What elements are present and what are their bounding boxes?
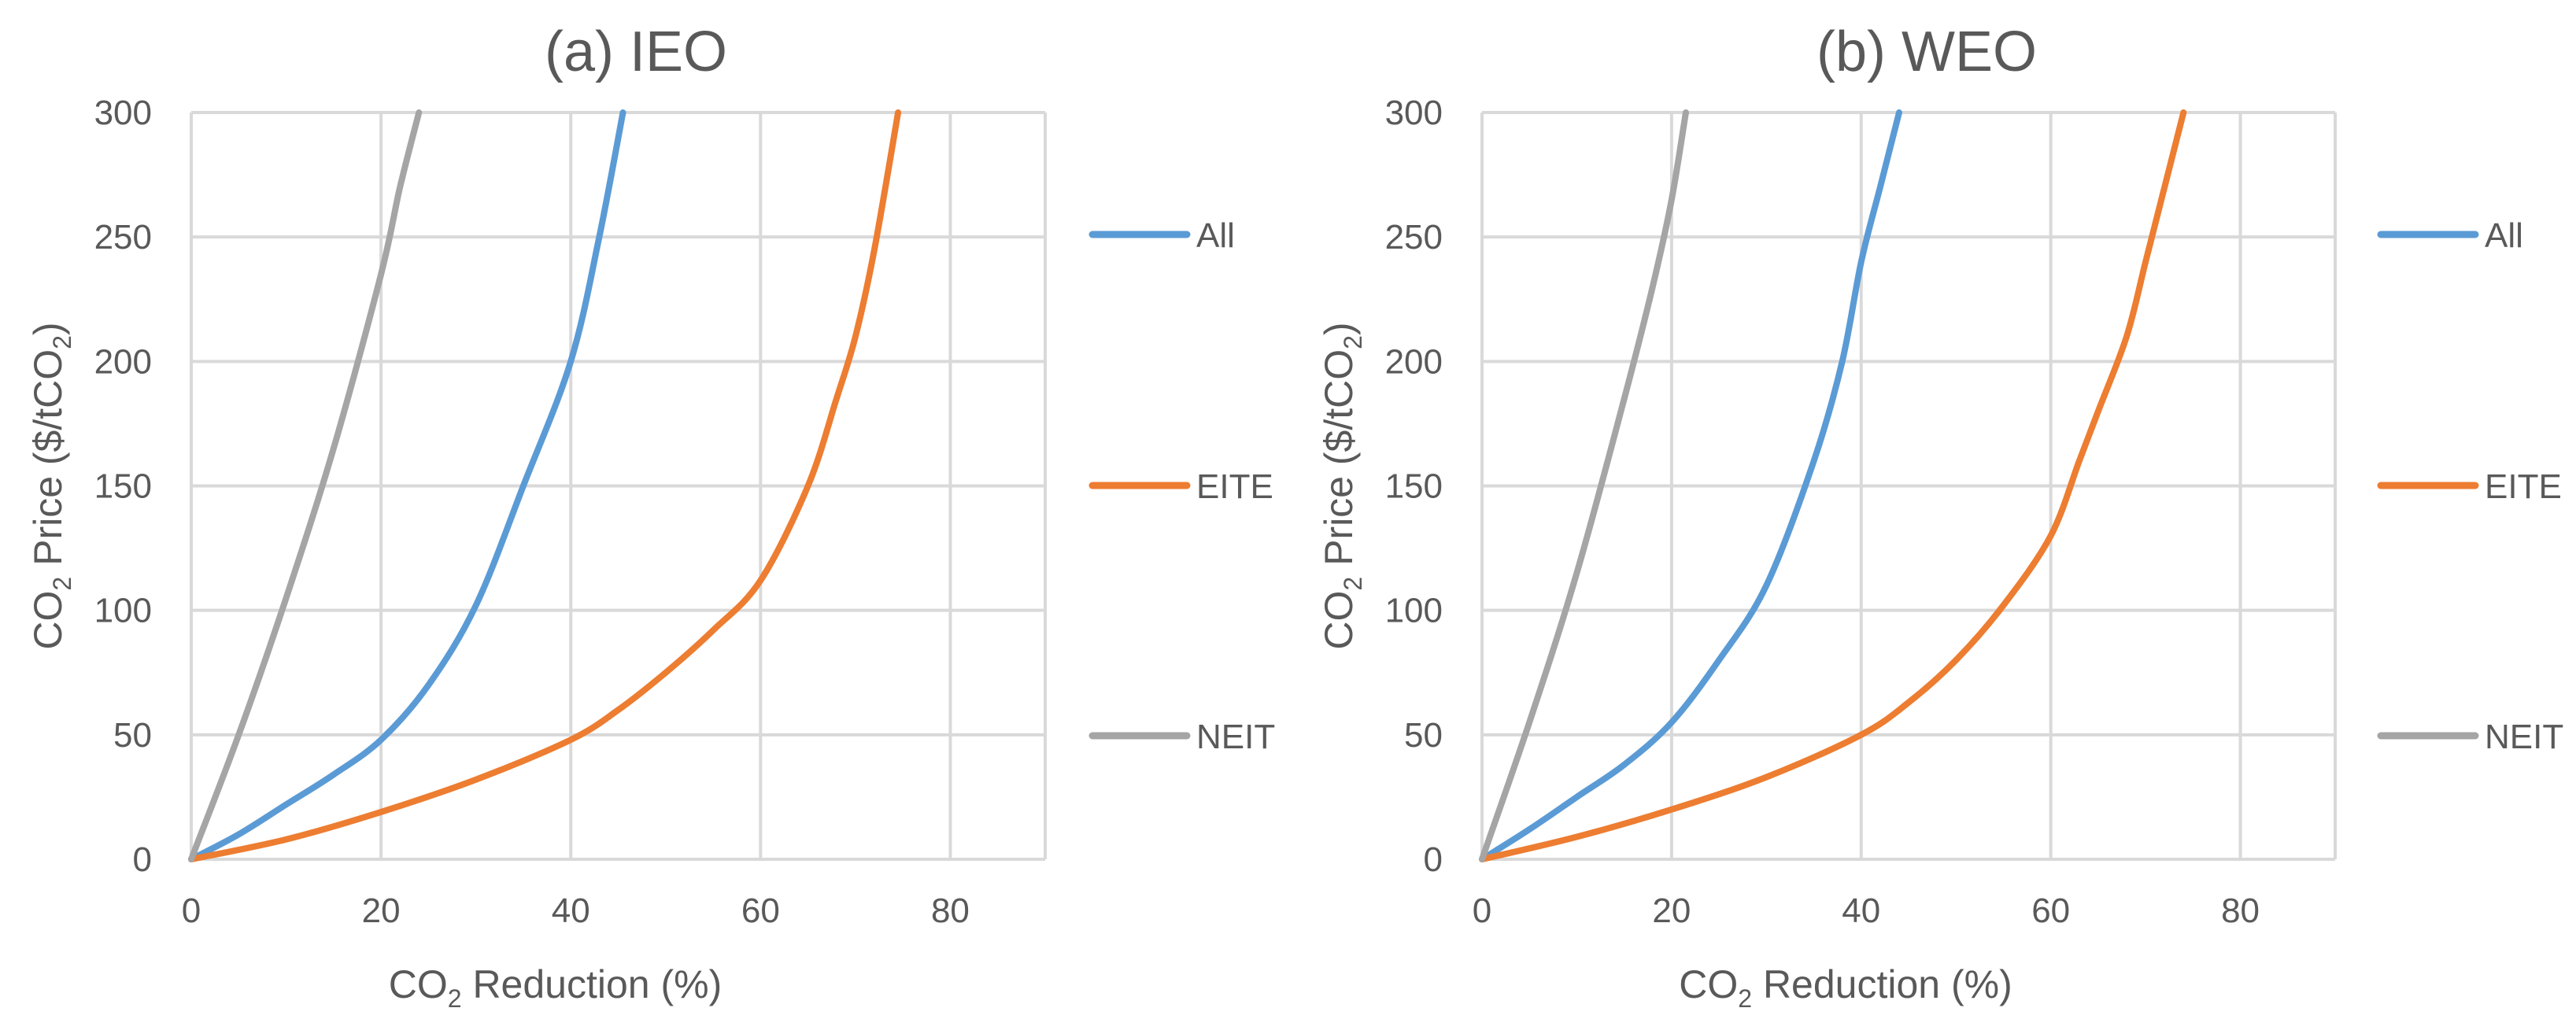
y-tick-label: 150 (94, 467, 152, 506)
x-tick-label: 0 (1473, 892, 1491, 930)
y-tick-label: 0 (133, 840, 152, 879)
y-axis-label-text: CO (1317, 591, 1361, 650)
y-axis-label-text: Price ($/tCO (26, 349, 70, 577)
y-tick-label: 200 (1385, 342, 1443, 381)
y-axis-label: CO2 Price ($/tCO2) (1317, 322, 1367, 649)
series-line-all (188, 109, 626, 862)
y-tick-label: 50 (1404, 716, 1443, 755)
y-tick-label: 50 (113, 716, 152, 755)
series-line-eite (1479, 109, 2187, 862)
y-axis-label-text: Price ($/tCO (1317, 349, 1361, 577)
legend-label-neit: NEIT (2485, 718, 2563, 756)
x-tick-label: 0 (182, 892, 201, 930)
chart-title: (b) WEO (1817, 20, 2037, 83)
series-line-neit (1479, 109, 1689, 862)
series-line-eite (188, 109, 902, 862)
legend-label-all: All (1196, 216, 1235, 255)
x-tick-label: 80 (931, 892, 970, 930)
y-tick-label: 250 (1385, 218, 1443, 257)
x-axis-label-text: Reduction (%) (1752, 962, 2012, 1006)
x-axis-label-text: CO (1679, 962, 1738, 1006)
x-axis-label: CO2 Reduction (%) (389, 962, 723, 1013)
y-tick-label: 300 (94, 94, 152, 132)
y-axis-label-subscript: 2 (48, 335, 76, 349)
x-tick-label: 20 (362, 892, 401, 930)
y-tick-label: 150 (1385, 467, 1443, 506)
legend-label-eite: EITE (2485, 467, 2562, 506)
y-axis-label-subscript: 2 (48, 577, 76, 591)
x-axis-label-text: Reduction (%) (462, 962, 723, 1006)
series-line-neit (188, 109, 423, 862)
x-tick-label: 80 (2221, 892, 2260, 930)
y-axis-label-subscript: 2 (1339, 577, 1367, 591)
y-axis-label-subscript: 2 (1339, 335, 1367, 349)
series-line-all (1479, 109, 1902, 862)
y-tick-label: 100 (1385, 592, 1443, 630)
y-tick-label: 300 (1385, 94, 1443, 132)
y-tick-label: 100 (94, 592, 152, 630)
x-axis-label-subscript: 2 (448, 984, 462, 1013)
x-axis-label-text: CO (389, 962, 448, 1006)
chart-title: (a) IEO (545, 20, 727, 83)
x-axis-label: CO2 Reduction (%) (1679, 962, 2012, 1013)
y-tick-label: 200 (94, 342, 152, 381)
x-axis-label-subscript: 2 (1738, 984, 1752, 1013)
y-axis-label-text: CO (26, 591, 70, 650)
legend-label-neit: NEIT (1196, 718, 1275, 756)
x-tick-label: 60 (741, 892, 780, 930)
y-tick-label: 0 (1424, 840, 1443, 879)
x-tick-label: 20 (1652, 892, 1691, 930)
x-tick-label: 40 (1842, 892, 1880, 930)
y-tick-label: 250 (94, 218, 152, 257)
legend-label-all: All (2485, 216, 2523, 255)
x-tick-label: 60 (2031, 892, 2070, 930)
y-axis-label-text: ) (26, 322, 70, 335)
legend-label-eite: EITE (1196, 467, 1273, 506)
y-axis-label: CO2 Price ($/tCO2) (26, 322, 76, 649)
x-tick-label: 40 (552, 892, 590, 930)
y-axis-label-text: ) (1317, 322, 1361, 335)
